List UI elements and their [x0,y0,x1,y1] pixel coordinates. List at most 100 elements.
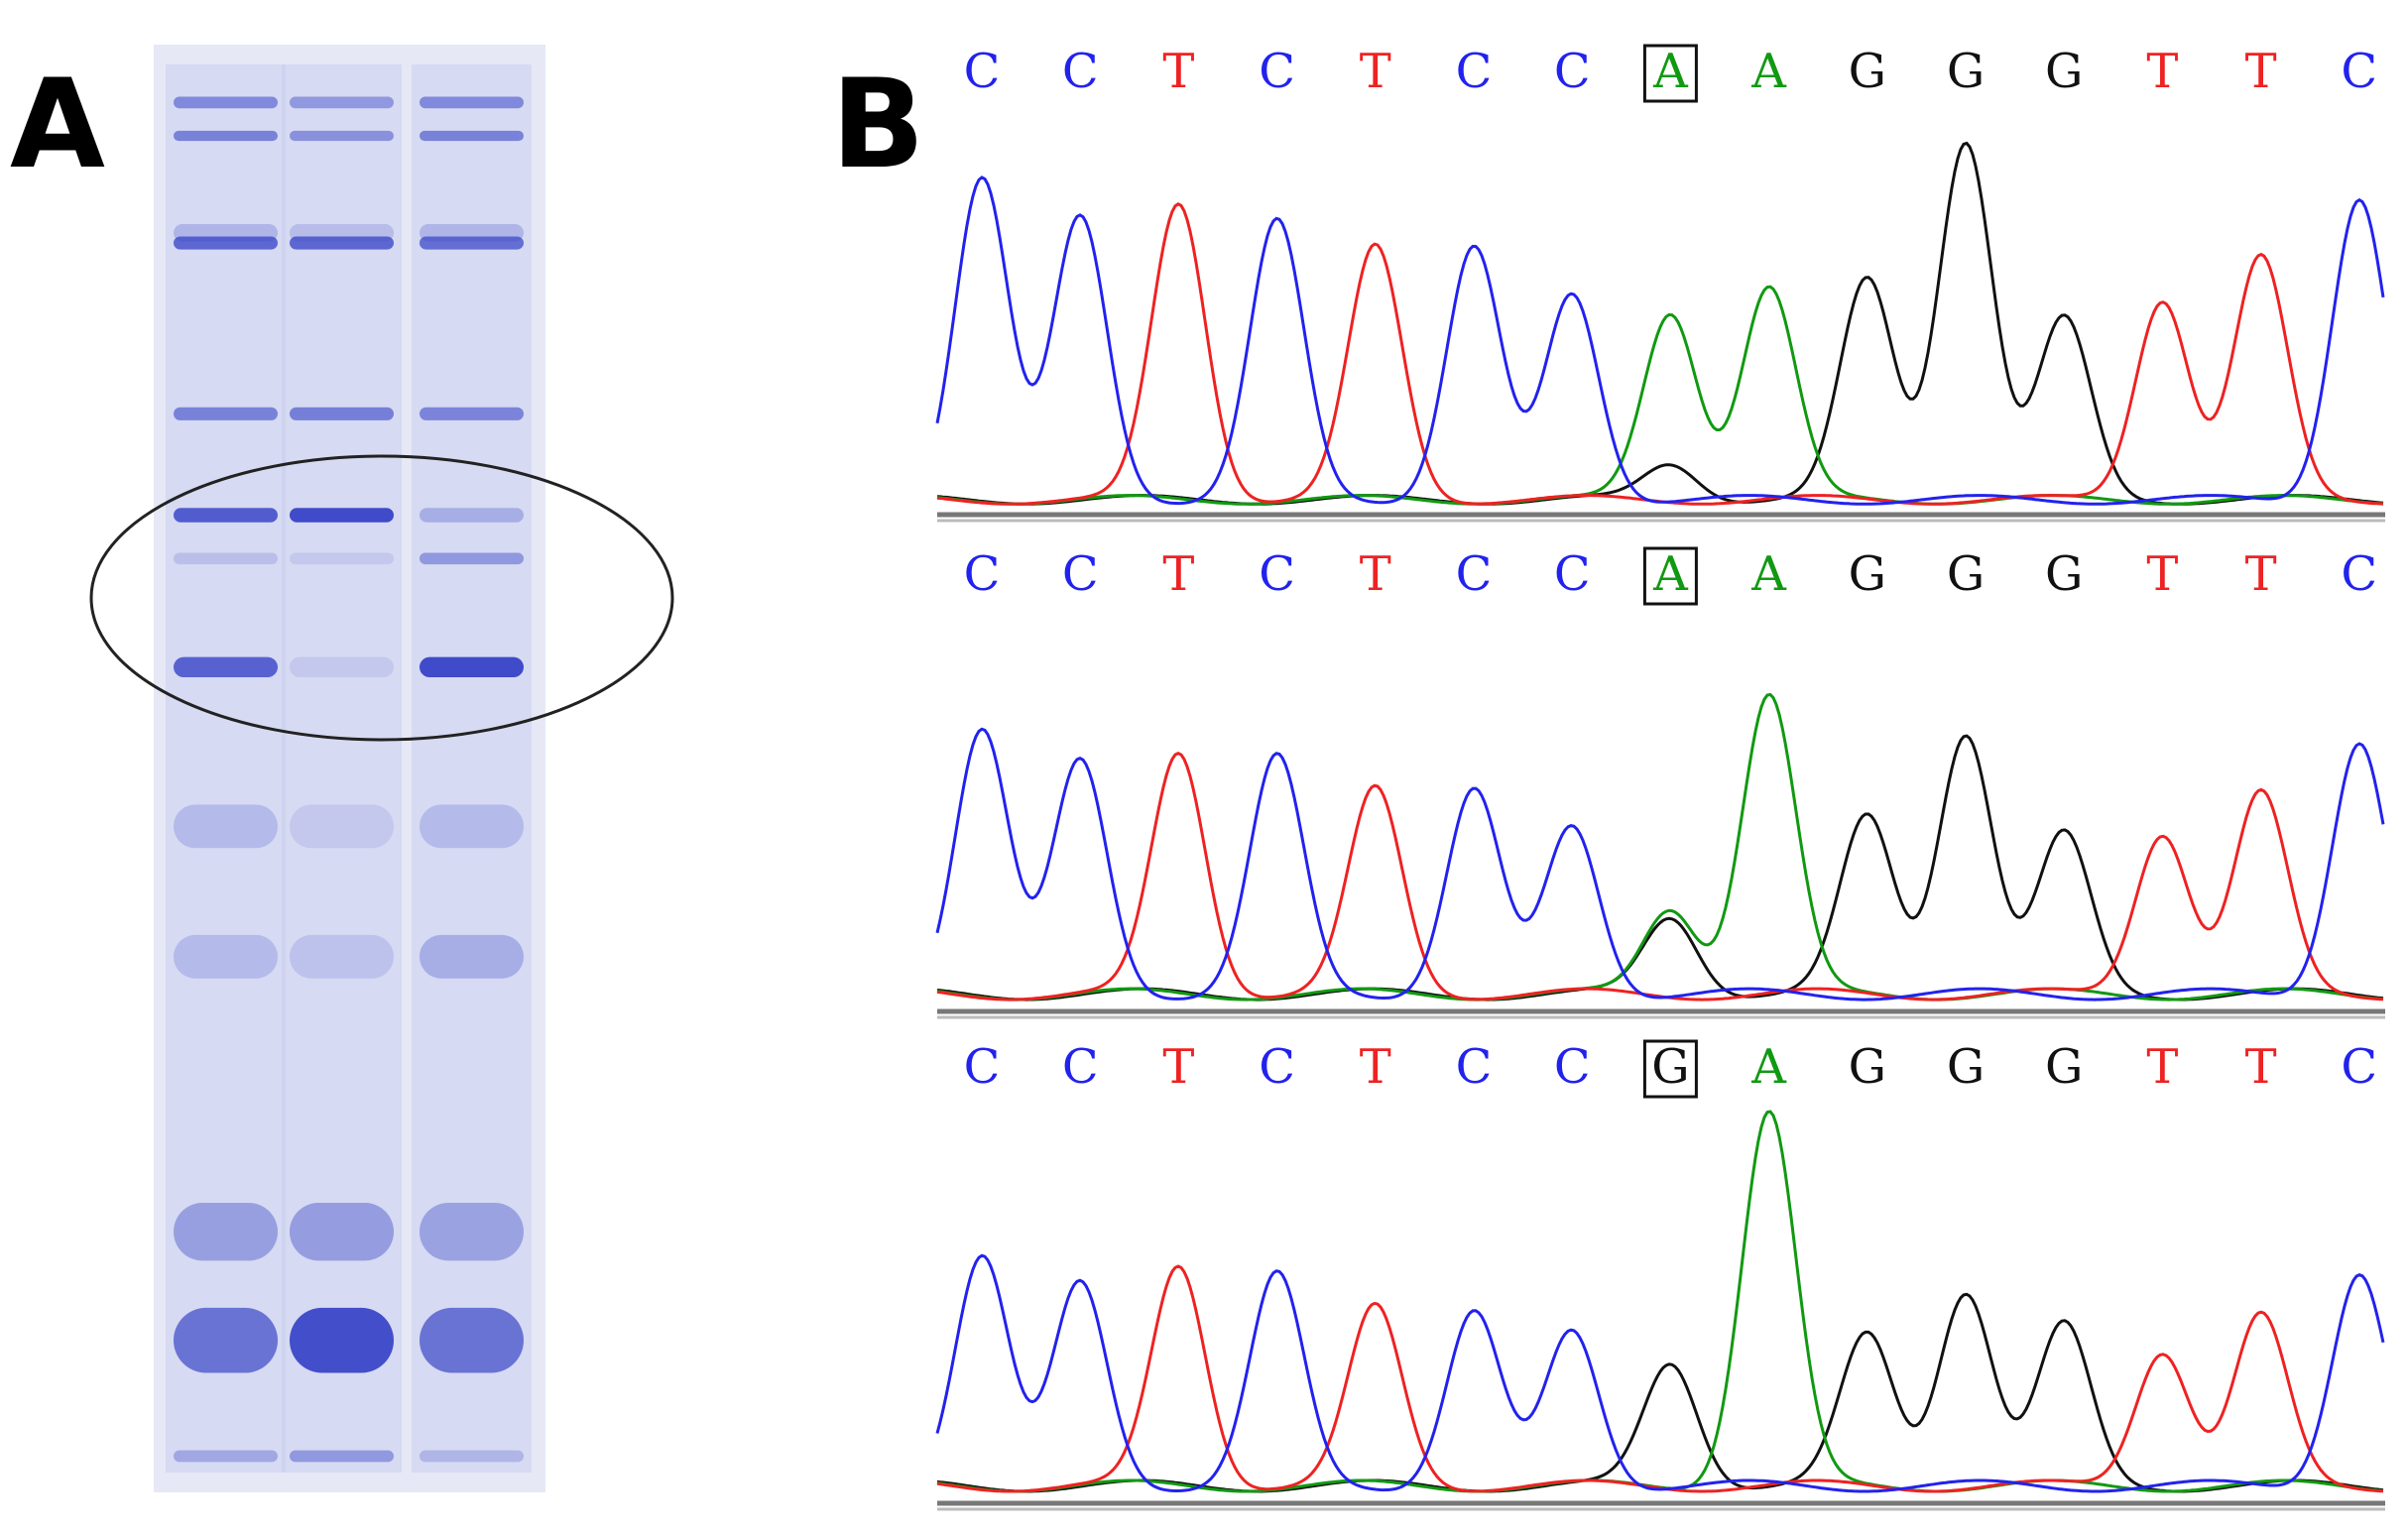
base-call: C [1554,546,1591,602]
gel-band [420,407,524,420]
gel-band [290,407,394,420]
base-call: T [2245,546,2277,602]
base-call: A [1750,1039,1787,1095]
gel-band [290,1450,394,1463]
base-call: C [2341,546,2377,602]
gel-band [174,407,278,420]
trace-channel-C [935,176,2385,506]
trace-channel-C [935,727,2385,1002]
gel-band [174,236,278,250]
base-call: C [1259,44,1295,99]
base-call: G [2045,1039,2083,1095]
base-call: G [2045,44,2083,99]
sequence-traces: C C T C T C C A A G G G T T C C C T C T C C A A G G G T T C C C T C T C C G A G… [935,44,2385,1511]
gel-band [174,1203,278,1261]
base-call: C [1062,1039,1099,1095]
gel-band [420,236,524,250]
base-call: A [1652,546,1689,602]
panel-b-label: B [831,54,925,196]
gel-band [420,1203,524,1261]
gel-band [420,508,524,523]
base-call: T [2146,44,2178,99]
gel-lanes [166,64,532,1473]
gel-band [290,552,394,565]
gel-band [420,552,524,565]
trace-channel-A [936,692,2384,1002]
gel-band [290,1203,394,1261]
gel-lane [282,64,402,1473]
gel-band [174,96,278,109]
base-call: C [1456,546,1493,602]
base-call: C [964,546,1001,602]
base-call: T [2245,44,2277,99]
gel-band [290,130,394,142]
base-call: C [1554,1039,1591,1095]
gel-band [290,1307,394,1373]
gel-band [290,934,394,979]
base-call: T [1162,1039,1194,1095]
base-call: T [1162,546,1194,602]
base-call: T [1360,546,1391,602]
base-call: C [1259,1039,1295,1095]
gel-band [420,804,524,849]
base-call: T [2146,546,2178,602]
base-call: C [2341,1039,2377,1095]
base-call: G [1849,546,1886,602]
base-call: T [2146,1039,2178,1095]
gel-band [420,1450,524,1463]
gel-band [174,130,278,142]
gel-band [174,804,278,849]
gel-band [174,552,278,565]
highlight-ellipse [89,454,674,742]
gel-band [174,1450,278,1463]
base-call: C [1062,546,1099,602]
gel-band [420,656,524,678]
trace-channel-C [935,1253,2385,1493]
base-call: C [1259,546,1295,602]
gel-lane [166,64,286,1473]
base-call: G [1947,546,1985,602]
trace-channel-A [936,285,2384,506]
gel-band [290,804,394,849]
panel-b-chromatograms: B C C T C T C C A A G G G T T C C C T C T C C A A G G G T T C C C T C T C C G… [831,44,2385,1511]
gel-band [290,236,394,250]
base-call: G [1849,44,1886,99]
gel-band [420,1307,524,1373]
gel-band [420,96,524,109]
gel-band [290,508,394,523]
base-call: T [1360,1039,1391,1095]
base-call: A [1750,546,1787,602]
gel-band [420,130,524,142]
gel-band [174,656,278,678]
base-call: A [1652,44,1689,99]
gel-band [174,934,278,979]
gel-band [174,508,278,523]
gel-band [290,656,394,678]
base-call: T [2245,1039,2277,1095]
gel-band [420,934,524,979]
base-call: C [1456,44,1493,99]
gel-band [174,1307,278,1373]
base-call: T [1360,44,1391,99]
base-call: G [1651,1039,1689,1095]
panel-a-gel: A [10,45,674,1492]
variant-box [1642,546,1698,606]
base-call: G [1947,1039,1985,1095]
gel-band [290,96,394,109]
base-call: A [1750,44,1787,99]
base-call: G [1947,44,1985,99]
gel-lane [412,64,532,1473]
base-call: C [1456,1039,1493,1095]
variant-box [1642,44,1698,103]
variant-box [1642,1039,1698,1099]
base-call: T [1162,44,1194,99]
base-call: C [1062,44,1099,99]
base-call: G [2045,546,2083,602]
base-call: C [1554,44,1591,99]
base-call: C [964,1039,1001,1095]
base-call: C [2341,44,2377,99]
